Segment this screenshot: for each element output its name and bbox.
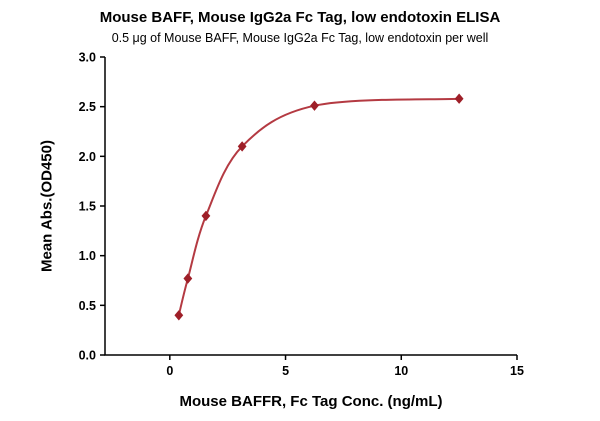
x-tick-label: 10 (394, 364, 408, 378)
data-point-marker (201, 210, 211, 222)
x-tick-label: 15 (510, 364, 524, 378)
y-tick-label: 2.0 (79, 150, 96, 164)
chart-subtitle: 0.5 μg of Mouse BAFF, Mouse IgG2a Fc Tag… (111, 31, 489, 45)
axis-lines (104, 57, 517, 356)
y-tick-label: 1.5 (79, 200, 96, 214)
data-point-marker (174, 310, 184, 321)
y-tick-label: 1.0 (79, 249, 96, 263)
x-tick-label: 5 (282, 364, 289, 378)
fit-curve (177, 97, 461, 317)
y-tick-label: 0.0 (79, 349, 96, 363)
x-tick-label: 0 (166, 364, 173, 378)
chart-title: Mouse BAFF, Mouse IgG2a Fc Tag, low endo… (99, 9, 501, 26)
data-point-marker (310, 100, 319, 111)
data-point-marker (183, 273, 193, 284)
y-tick-label: 2.5 (79, 100, 96, 114)
y-tick-label: 3.0 (79, 51, 96, 65)
x-axis-label: Mouse BAFFR, Fc Tag Conc. (ng/mL) (179, 393, 443, 410)
y-tick-label: 0.5 (79, 299, 96, 313)
data-point-marker (454, 93, 464, 104)
data-point-marker (237, 141, 247, 152)
